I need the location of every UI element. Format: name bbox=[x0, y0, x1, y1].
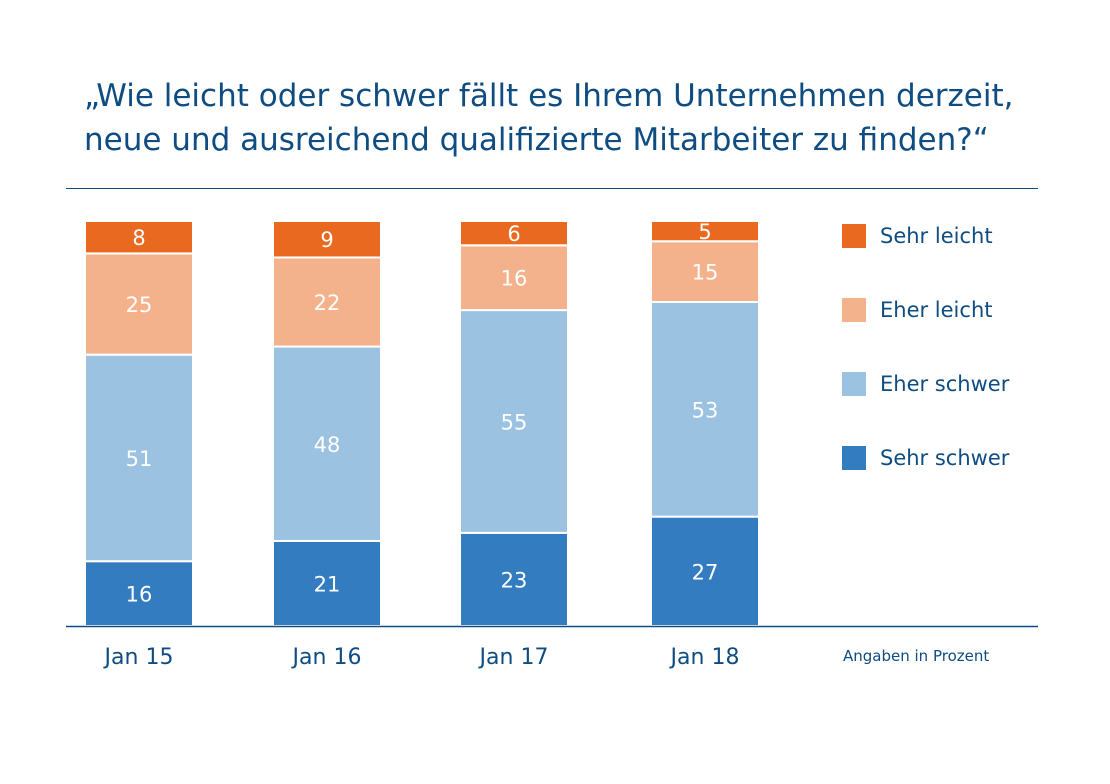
chart-title: „Wie leicht oder schwer fällt es Ihrem U… bbox=[84, 74, 1074, 162]
data-label-eher-schwer-jan-18: 53 bbox=[692, 398, 719, 422]
bar-segment-eher-leicht-jan-16 bbox=[272, 256, 382, 348]
bar-segment-sehr-leicht-jan-17 bbox=[459, 220, 569, 247]
top-rule bbox=[66, 188, 1038, 189]
data-label-sehr-schwer-jan-15: 16 bbox=[126, 583, 153, 607]
legend-swatch-eher-schwer bbox=[842, 372, 866, 396]
data-label-sehr-leicht-jan-17: 6 bbox=[507, 222, 520, 246]
bar-segment-sehr-leicht-jan-16 bbox=[272, 220, 382, 259]
chart-legend: Sehr leicht Eher leicht Eher schwer Sehr sc… bbox=[842, 222, 1009, 518]
data-label-sehr-leicht-jan-16: 9 bbox=[320, 228, 333, 252]
legend-swatch-eher-leicht bbox=[842, 298, 866, 322]
x-tick-label-jan-16: Jan 16 bbox=[291, 645, 362, 670]
legend-swatch-sehr-leicht bbox=[842, 224, 866, 248]
x-tick-label-jan-17: Jan 17 bbox=[478, 645, 549, 670]
data-label-sehr-leicht-jan-18: 5 bbox=[698, 220, 711, 244]
legend-label-sehr-schwer: Sehr schwer bbox=[880, 446, 1010, 470]
data-label-eher-schwer-jan-15: 51 bbox=[126, 447, 153, 471]
data-label-eher-leicht-jan-16: 22 bbox=[314, 291, 341, 315]
data-label-eher-leicht-jan-15: 25 bbox=[126, 293, 153, 317]
bar-segment-sehr-leicht-jan-18 bbox=[650, 220, 760, 243]
chart-title-line-2: neue und ausreichend qualifizierte Mitar… bbox=[84, 122, 989, 158]
data-label-eher-leicht-jan-18: 15 bbox=[692, 261, 719, 285]
data-label-eher-leicht-jan-17: 16 bbox=[501, 267, 528, 291]
data-label-sehr-schwer-jan-16: 21 bbox=[314, 572, 341, 596]
bar-segment-sehr-leicht-jan-15 bbox=[84, 220, 194, 255]
legend-label-sehr-leicht: Sehr leicht bbox=[880, 224, 993, 248]
bar-segment-eher-leicht-jan-15 bbox=[84, 252, 194, 356]
data-label-eher-schwer-jan-16: 48 bbox=[314, 433, 341, 457]
legend-item-sehr-schwer: Sehr schwer bbox=[842, 444, 1009, 472]
legend-swatch-sehr-schwer bbox=[842, 446, 866, 470]
bar-segment-eher-schwer-jan-18 bbox=[650, 301, 760, 518]
data-label-sehr-schwer-jan-17: 23 bbox=[501, 568, 528, 592]
legend-item-sehr-leicht: Sehr leicht bbox=[842, 222, 1009, 250]
x-tick-label-jan-15: Jan 15 bbox=[103, 645, 174, 670]
legend-item-eher-leicht: Eher leicht bbox=[842, 296, 1009, 324]
bar-segment-eher-schwer-jan-17 bbox=[459, 309, 569, 534]
chart-title-line-1: „Wie leicht oder schwer fällt es Ihrem U… bbox=[84, 78, 1014, 114]
data-label-sehr-leicht-jan-15: 8 bbox=[132, 226, 145, 250]
legend-item-eher-schwer: Eher schwer bbox=[842, 370, 1009, 398]
bar-segment-eher-leicht-jan-18 bbox=[650, 240, 760, 303]
legend-label-eher-leicht: Eher leicht bbox=[880, 298, 993, 322]
legend-label-eher-schwer: Eher schwer bbox=[880, 372, 1010, 396]
x-tick-label-jan-18: Jan 18 bbox=[669, 645, 740, 670]
bar-segment-eher-leicht-jan-17 bbox=[459, 244, 569, 312]
bar-segment-eher-schwer-jan-16 bbox=[272, 345, 382, 542]
bar-segment-sehr-schwer-jan-16 bbox=[272, 539, 382, 628]
data-label-eher-schwer-jan-17: 55 bbox=[501, 410, 528, 434]
unit-note: Angaben in Prozent bbox=[843, 647, 990, 665]
data-label-sehr-schwer-jan-18: 27 bbox=[692, 560, 719, 584]
